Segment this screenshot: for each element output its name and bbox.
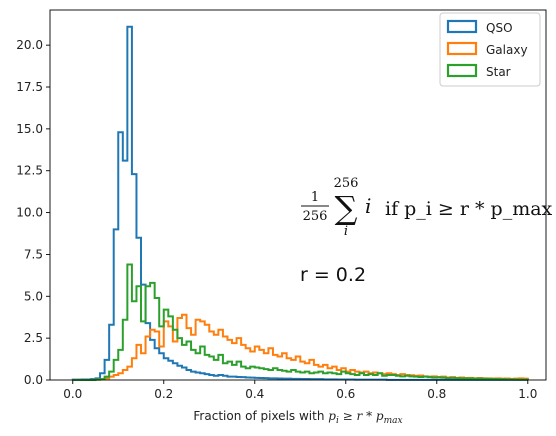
formula-term: i bbox=[365, 194, 371, 218]
formula-fraction-numerator: 1 bbox=[311, 190, 319, 205]
y-tick-label: 15.0 bbox=[16, 122, 43, 136]
legend-label-qso: QSO bbox=[486, 21, 513, 35]
formula-condition: if p_i ≥ r * p_max bbox=[385, 198, 553, 220]
y-tick-label: 7.5 bbox=[24, 247, 43, 261]
formula-fraction-denominator: 256 bbox=[303, 209, 328, 224]
legend-label-galaxy: Galaxy bbox=[486, 43, 528, 57]
x-tick-label: 0.0 bbox=[63, 387, 82, 401]
x-tick-label: 0.6 bbox=[336, 387, 355, 401]
r-value-label: r = 0.2 bbox=[300, 264, 366, 286]
x-tick-label: 0.8 bbox=[427, 387, 446, 401]
y-tick-label: 2.5 bbox=[24, 331, 43, 345]
y-tick-label: 12.5 bbox=[16, 164, 43, 178]
x-tick-label: 0.2 bbox=[154, 387, 173, 401]
histogram-series-star bbox=[72, 263, 529, 381]
plot-frame bbox=[49, 9, 547, 381]
formula-sum-lower: i bbox=[344, 224, 348, 239]
legend-swatch-galaxy bbox=[446, 41, 478, 56]
y-tick-label: 17.5 bbox=[16, 80, 43, 94]
formula-sum-upper: 256 bbox=[334, 176, 359, 191]
x-axis-label: Fraction of pixels with pi ≥ r * pmax bbox=[193, 409, 402, 426]
y-tick-label: 0.0 bbox=[24, 373, 43, 387]
x-axis-ticks: 0.0 0.2 0.4 0.6 0.8 1.0 bbox=[63, 380, 537, 401]
legend-swatch-qso bbox=[446, 19, 478, 34]
x-tick-label: 1.0 bbox=[518, 387, 537, 401]
legend-swatch-star bbox=[446, 63, 478, 78]
legend-label-star: Star bbox=[486, 65, 511, 79]
y-tick-label: 20.0 bbox=[16, 38, 43, 52]
y-axis-ticks: 0.0 2.5 5.0 7.5 10.0 12.5 15.0 17.5 20.0 bbox=[16, 38, 50, 387]
x-tick-label: 0.4 bbox=[245, 387, 264, 401]
legend: QSO Galaxy Star bbox=[439, 12, 541, 87]
formula-sum-symbol: ∑ bbox=[335, 189, 358, 227]
y-tick-label: 10.0 bbox=[16, 206, 43, 220]
y-tick-label: 5.0 bbox=[24, 289, 43, 303]
formula-annotation: 1 256 256 ∑ i i if p_i ≥ r * p_max r = 0… bbox=[300, 176, 553, 286]
